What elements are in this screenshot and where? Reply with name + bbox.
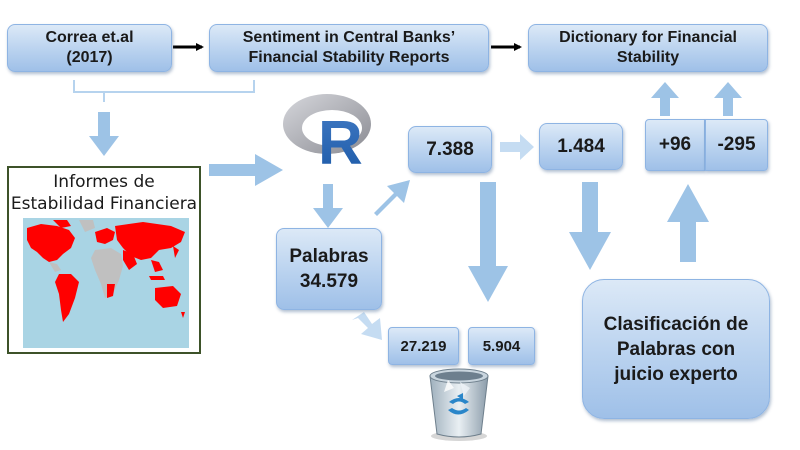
box-plus96: +96 bbox=[645, 119, 705, 171]
arrow-r-to-palabras bbox=[313, 184, 343, 228]
box-7388: 7.388 bbox=[408, 126, 492, 173]
world-map-icon bbox=[23, 218, 189, 348]
r-logo-letter: R bbox=[318, 109, 363, 178]
arrow-plus96-to-dictionary bbox=[651, 82, 679, 116]
arrow-7388-to-1484 bbox=[500, 134, 534, 160]
value-plus96: +96 bbox=[658, 134, 692, 155]
informes-title: Informes de Estabilidad Financiera bbox=[10, 172, 198, 214]
dictionary-label: Dictionary for Financial Stability bbox=[559, 29, 737, 66]
r-logo-icon: R bbox=[283, 94, 371, 178]
arrow-down-to-informes bbox=[89, 112, 119, 156]
value-minus295: -295 bbox=[717, 134, 756, 155]
palabras-box: Palabras 34.579 bbox=[276, 228, 382, 310]
value-27219: 27.219 bbox=[400, 337, 447, 355]
sentiment-label: Sentiment in Central Banks’ Financial St… bbox=[242, 29, 456, 66]
clasificacion-label: Clasificación de Palabras con juicio exp… bbox=[603, 313, 749, 385]
dictionary-box: Dictionary for Financial Stability bbox=[528, 24, 768, 72]
arrow-palabras-to-bin bbox=[352, 312, 382, 340]
value-5904: 5.904 bbox=[482, 337, 521, 355]
value-1484: 1.484 bbox=[557, 135, 605, 157]
correa-box: Correa et.al (2017) bbox=[7, 24, 172, 72]
recycle-bin-icon bbox=[429, 368, 489, 441]
arrow-clasificacion-to-counts bbox=[667, 184, 709, 262]
box-27219: 27.219 bbox=[388, 327, 459, 365]
box-1484: 1.484 bbox=[539, 123, 623, 170]
correa-label: Correa et.al (2017) bbox=[45, 29, 134, 66]
arrow-1484-to-clasificacion bbox=[569, 182, 611, 270]
box-minus295: -295 bbox=[705, 119, 768, 171]
arrow-minus295-to-dictionary bbox=[714, 82, 742, 116]
informes-panel: Informes de Estabilidad Financiera bbox=[7, 166, 201, 354]
box-5904: 5.904 bbox=[468, 327, 535, 365]
sentiment-box: Sentiment in Central Banks’ Financial St… bbox=[209, 24, 489, 72]
clasificacion-box: Clasificación de Palabras con juicio exp… bbox=[582, 279, 770, 419]
arrow-7388-down-to-bin bbox=[468, 182, 508, 302]
arrow-palabras-to-7388 bbox=[374, 180, 410, 216]
bracket-connector bbox=[73, 80, 255, 102]
arrow-informes-to-r bbox=[209, 154, 283, 186]
palabras-label: Palabras 34.579 bbox=[289, 246, 369, 292]
value-7388: 7.388 bbox=[426, 138, 474, 160]
